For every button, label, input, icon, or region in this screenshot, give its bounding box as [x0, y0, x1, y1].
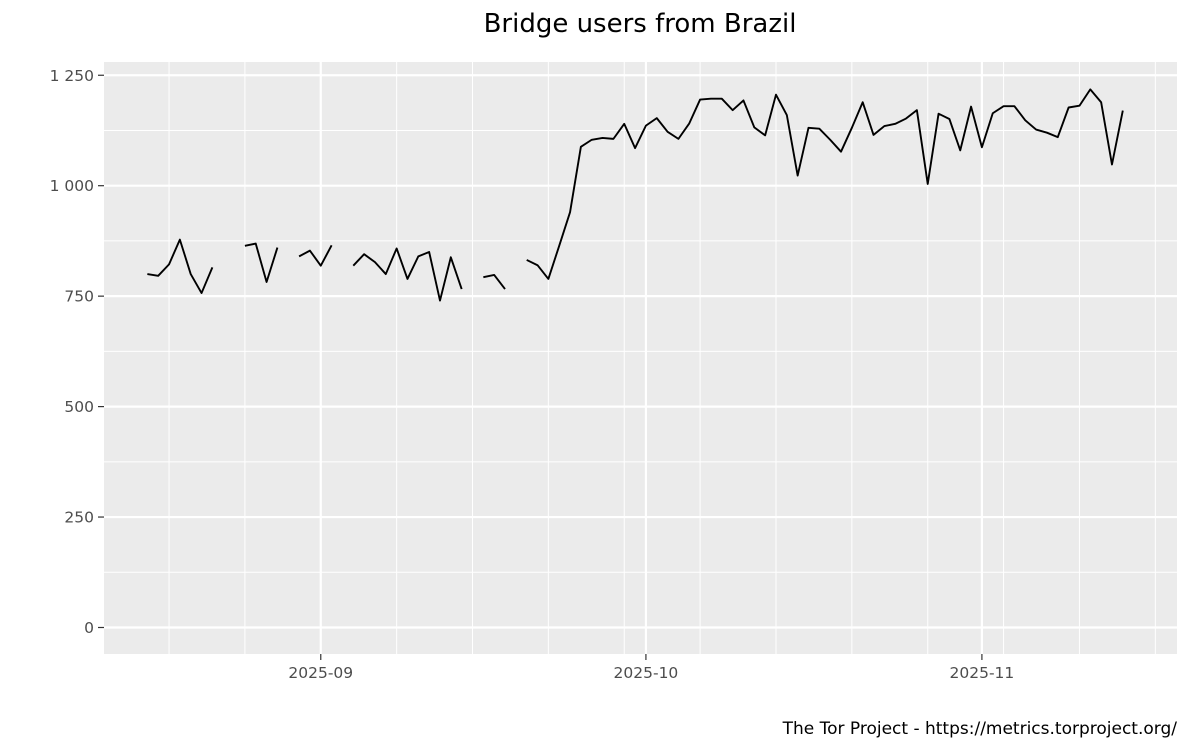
chart-title: Bridge users from Brazil: [484, 9, 797, 39]
plot-panel: [104, 62, 1177, 654]
y-tick-label: 1 000: [50, 177, 94, 195]
major-gridlines: [104, 62, 1177, 654]
y-tick-label: 500: [64, 398, 94, 416]
x-axis: 2025-09 2025-10 2025-11: [288, 654, 1014, 682]
x-tick-label: 2025-11: [950, 664, 1015, 682]
series-line-segment: [244, 242, 279, 283]
y-tick-label: 750: [64, 288, 94, 306]
series-line-segment: [352, 247, 463, 302]
y-tick-label: 250: [64, 509, 94, 527]
series-line-segment: [147, 238, 214, 295]
series-layer: [147, 88, 1124, 302]
series-line-segment: [526, 88, 1124, 280]
series-line-segment: [298, 244, 333, 267]
x-tick-label: 2025-09: [288, 664, 353, 682]
chart-caption: The Tor Project - https://metrics.torpro…: [782, 719, 1178, 739]
y-tick-label: 1 250: [50, 67, 94, 85]
series-line-segment: [483, 273, 506, 290]
minor-gridlines: [104, 62, 1177, 654]
x-tick-label: 2025-10: [614, 664, 679, 682]
y-axis: 0 250 500 750 1 000 1 250: [50, 67, 104, 637]
y-tick-label: 0: [84, 619, 94, 637]
